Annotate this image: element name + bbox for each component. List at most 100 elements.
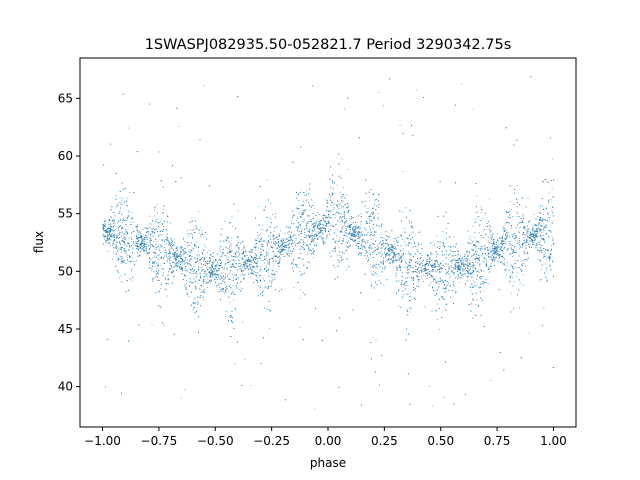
- data-point: [438, 269, 440, 271]
- data-point: [141, 242, 143, 244]
- data-point: [464, 263, 466, 265]
- data-point: [114, 225, 116, 226]
- data-point: [330, 256, 332, 258]
- data-point: [224, 267, 225, 269]
- data-point: [497, 248, 498, 250]
- data-point: [138, 240, 140, 242]
- data-point: [472, 298, 474, 300]
- data-point: [468, 259, 470, 261]
- data-point: [186, 280, 187, 282]
- data-point: [457, 258, 459, 260]
- data-point: [515, 275, 517, 277]
- data-point: [344, 252, 346, 254]
- data-point: [181, 268, 183, 270]
- data-point: [353, 239, 355, 241]
- data-point: [277, 256, 279, 258]
- data-point: [336, 184, 338, 186]
- data-point: [238, 289, 240, 290]
- data-point: [468, 238, 470, 240]
- data-point: [408, 272, 410, 274]
- data-point: [519, 307, 520, 309]
- data-point: [374, 199, 376, 201]
- data-point: [156, 255, 158, 257]
- data-point: [249, 276, 251, 278]
- data-point: [290, 243, 292, 245]
- data-point: [383, 285, 385, 287]
- data-point: [126, 220, 128, 221]
- data-point: [469, 236, 471, 237]
- data-point: [516, 211, 518, 213]
- data-point: [269, 235, 271, 237]
- data-point: [378, 92, 380, 93]
- data-point: [233, 277, 234, 279]
- data-point: [352, 245, 354, 247]
- data-point: [167, 261, 168, 263]
- data-point: [402, 171, 404, 172]
- data-point: [470, 243, 472, 244]
- data-point: [194, 243, 196, 245]
- data-point: [230, 317, 231, 318]
- data-point: [300, 189, 302, 191]
- data-point: [392, 250, 394, 251]
- data-point: [249, 272, 251, 274]
- data-point: [136, 229, 138, 231]
- data-point: [361, 243, 363, 245]
- data-point: [464, 254, 466, 256]
- data-point: [472, 287, 474, 288]
- data-point: [203, 85, 205, 87]
- data-point: [537, 231, 539, 233]
- data-point: [168, 244, 170, 246]
- data-point: [162, 268, 164, 270]
- data-point: [201, 232, 203, 234]
- data-point: [342, 194, 344, 195]
- data-point: [255, 247, 257, 249]
- data-point: [465, 254, 467, 255]
- data-point: [119, 234, 120, 236]
- data-point: [339, 191, 341, 193]
- data-point: [520, 221, 521, 223]
- data-point: [230, 264, 232, 266]
- data-point: [405, 245, 407, 247]
- data-point: [265, 254, 267, 255]
- data-point: [272, 235, 274, 237]
- data-point: [432, 405, 434, 407]
- data-point: [330, 211, 332, 213]
- data-point: [548, 236, 550, 238]
- data-point: [150, 267, 152, 269]
- data-point: [473, 108, 474, 110]
- data-point: [531, 240, 533, 242]
- data-point: [516, 185, 518, 186]
- data-point: [103, 235, 105, 237]
- data-point: [531, 235, 533, 237]
- data-point: [118, 230, 120, 231]
- data-point: [322, 240, 324, 241]
- data-point: [472, 250, 474, 251]
- data-point: [223, 291, 225, 293]
- data-point: [480, 206, 482, 208]
- data-point: [452, 251, 454, 252]
- data-point: [382, 236, 383, 238]
- data-point: [418, 264, 420, 266]
- data-point: [137, 241, 139, 243]
- data-point: [542, 244, 544, 246]
- data-point: [509, 244, 511, 246]
- data-point: [121, 227, 122, 229]
- data-point: [192, 309, 194, 310]
- data-point: [129, 192, 130, 194]
- data-point: [337, 254, 339, 256]
- data-point: [416, 285, 417, 287]
- data-point: [513, 281, 515, 282]
- data-point: [422, 263, 423, 265]
- data-point: [139, 232, 141, 234]
- data-point: [417, 242, 419, 244]
- data-point: [546, 258, 548, 260]
- data-point: [399, 270, 401, 271]
- data-point: [154, 209, 156, 211]
- data-point: [132, 247, 134, 249]
- data-point: [194, 298, 196, 300]
- data-point: [444, 254, 445, 255]
- data-point: [376, 248, 378, 250]
- data-point: [111, 225, 112, 227]
- data-point: [139, 250, 141, 252]
- data-point: [370, 264, 371, 266]
